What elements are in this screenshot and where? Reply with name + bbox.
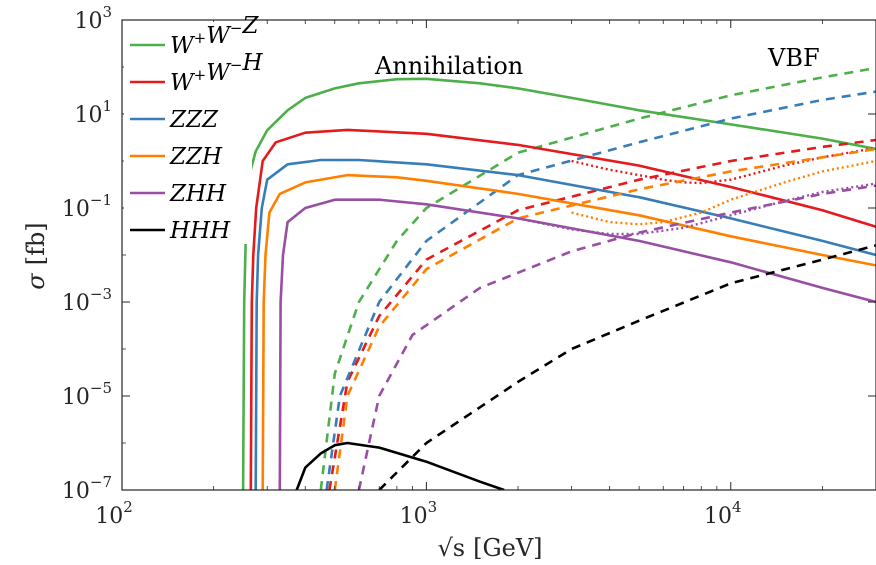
y-tick-exp: 3	[102, 3, 112, 21]
legend-symbol: Z	[185, 144, 203, 170]
legend-symbol: H	[209, 218, 231, 244]
legend-background	[124, 22, 252, 244]
x-tick-base: 10	[400, 504, 428, 529]
legend-symbol: W	[206, 23, 232, 49]
legend-charge: −	[230, 56, 243, 74]
legend-symbol: Z	[185, 107, 203, 133]
series-zhh-annihilation-line	[278, 198, 876, 490]
y-tick-base: 10	[62, 291, 90, 316]
series-wwz-annihilation-line	[241, 77, 876, 490]
x-tick-label: 104	[704, 498, 742, 529]
y-axis-label-symbol: σ	[22, 273, 50, 290]
annotation-annihilation: Annihilation	[374, 52, 523, 80]
legend-label-zzz: ZZZ	[169, 107, 219, 133]
y-tick-exp: −1	[90, 191, 112, 209]
legend-symbol: H	[185, 181, 207, 207]
legend-symbol: W	[170, 33, 196, 59]
y-tick-label: 10−1	[62, 191, 112, 222]
series-hhh-vbf-line	[378, 244, 876, 490]
legend-symbol: H	[205, 181, 227, 207]
y-tick-label: 10−5	[62, 379, 112, 410]
y-tick-label: 10−7	[62, 473, 112, 504]
x-axis-label: √s [GeV]	[437, 534, 542, 562]
y-tick-base: 10	[62, 197, 90, 222]
x-axis-label-symbol: √s	[437, 534, 465, 562]
legend-symbol: Z	[169, 181, 187, 207]
legend-charge: +	[194, 66, 207, 84]
series-zhh-combined-line	[517, 182, 876, 236]
y-tick-exp: 1	[102, 97, 112, 115]
x-tick-exp: 3	[428, 498, 438, 516]
series-zzh-vbf-line	[333, 147, 876, 490]
series-zzz-vbf-line	[325, 90, 876, 490]
legend-charge: −	[230, 19, 243, 37]
legend-symbol: H	[169, 218, 191, 244]
series-zhh-vbf-line	[357, 184, 876, 490]
y-axis-label: σ [fb]	[22, 222, 50, 289]
legend-label-zzh: ZZH	[169, 144, 223, 170]
y-tick-base: 10	[74, 9, 102, 34]
legend-symbol: Z	[241, 13, 259, 39]
x-tick-exp: 4	[732, 498, 742, 516]
legend-symbol: H	[241, 50, 263, 76]
y-tick-base: 10	[74, 103, 102, 128]
y-axis-label-unit: [fb]	[22, 222, 50, 265]
legend-charge: +	[194, 29, 207, 47]
x-tick-label: 102	[95, 498, 133, 529]
legend-symbol: Z	[169, 144, 187, 170]
y-tick-exp: −3	[90, 285, 112, 303]
x-axis-label-unit: [GeV]	[473, 534, 542, 562]
y-tick-exp: −7	[90, 473, 112, 491]
legend-symbol: W	[170, 70, 196, 96]
y-tick-base: 10	[62, 479, 90, 504]
series-wwh-combined-line	[571, 146, 876, 185]
y-tick-base: 10	[62, 385, 90, 410]
x-tick-exp: 2	[123, 498, 133, 516]
y-tick-label: 103	[74, 3, 112, 34]
plot-curves	[241, 66, 876, 490]
series-zzh-annihilation-line	[261, 173, 876, 490]
legend-symbol: H	[189, 218, 211, 244]
legend-label-hhh: HHH	[169, 218, 231, 244]
legend-label-wwz: W+W−Z	[170, 13, 259, 59]
y-tick-label: 10−3	[62, 285, 112, 316]
legend-symbol: Z	[201, 107, 219, 133]
y-tick-label: 101	[74, 97, 112, 128]
x-tick-base: 10	[704, 504, 732, 529]
legend-label-wwh: W+W−H	[170, 50, 263, 96]
series-wwh-annihilation-line	[249, 128, 876, 490]
legend-symbol: H	[201, 144, 223, 170]
annotation-vbf: VBF	[767, 44, 820, 72]
series-hhh-annihilation-line	[295, 441, 505, 490]
y-tick-exp: −5	[90, 379, 112, 397]
series-wwh-vbf-line	[328, 138, 876, 490]
legend-symbol: Z	[169, 107, 187, 133]
legend-label-zhh: ZHH	[169, 181, 227, 207]
x-tick-label: 103	[400, 498, 438, 529]
x-tick-base: 10	[95, 504, 123, 529]
legend-symbol: W	[206, 60, 232, 86]
series-zzz-annihilation-line	[254, 158, 876, 490]
